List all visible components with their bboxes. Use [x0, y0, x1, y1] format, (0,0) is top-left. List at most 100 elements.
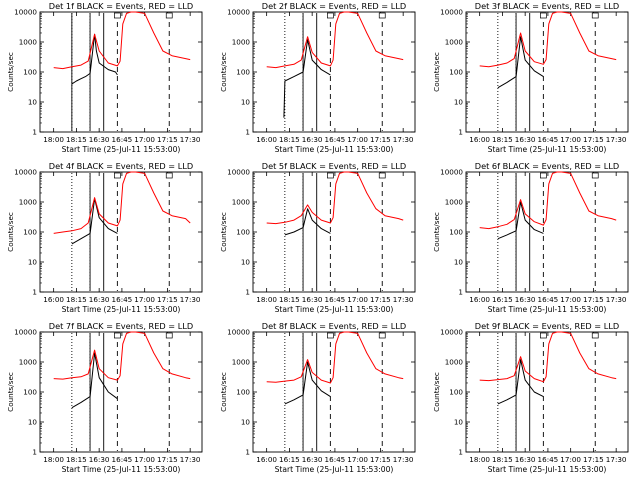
marker-box: [540, 332, 547, 339]
panel-title: Det 2f BLACK = Events, RED = LLD: [262, 1, 406, 11]
lld-series-line: [479, 171, 617, 230]
marker-box: [540, 12, 547, 19]
y-tick-label: 100: [236, 68, 250, 77]
events-series-line: [71, 33, 118, 85]
x-axis-label: Start Time (25-Jul-11 15:53:00): [62, 305, 181, 314]
x-tick-label: 17:00: [560, 455, 581, 464]
x-tick-label: 16:00: [469, 135, 490, 144]
x-tick-label: 16:45: [325, 135, 346, 144]
x-tick-label: 16:45: [325, 455, 346, 464]
y-axis-label: Counts/sec: [432, 52, 441, 92]
x-tick-label: 16:00: [43, 295, 64, 304]
y-tick-label: 10000: [227, 8, 250, 17]
x-tick-label: 16:00: [256, 455, 277, 464]
x-tick-label: 18:15: [66, 135, 87, 144]
marker-box: [591, 332, 599, 339]
y-tick-label: 100: [236, 228, 250, 237]
plot-frame: [465, 171, 629, 293]
marker-box: [378, 332, 386, 339]
detector-panel-3: Det 3f BLACK = Events, RED = LLD 1 10 100 10…: [432, 1, 629, 154]
x-axis-label: Start Time (25-Jul-11 15:53:00): [275, 305, 394, 314]
y-tick-label: 100: [23, 68, 37, 77]
y-tick-label: 1000: [232, 38, 251, 47]
events-series-line: [284, 361, 331, 405]
detector-panel-2: Det 2f BLACK = Events, RED = LLD 1 10 100 10…: [219, 1, 416, 154]
x-tick-label: 17:00: [134, 135, 155, 144]
events-series-line: [71, 352, 118, 409]
marker-box: [378, 12, 386, 19]
plot-frame: [252, 331, 416, 453]
marker-box: [540, 172, 547, 179]
panel-title: Det 6f BLACK = Events, RED = LLD: [475, 161, 619, 171]
panel-title: Det 8f BLACK = Events, RED = LLD: [262, 321, 406, 331]
y-tick-label: 1000: [19, 198, 38, 207]
events-series-line: [284, 208, 331, 236]
x-tick-label: 16:30: [302, 135, 323, 144]
y-tick-label: 10: [28, 98, 38, 107]
y-tick-label: 1: [245, 448, 250, 457]
y-axis-label: Counts/sec: [6, 212, 15, 252]
x-tick-label: 18:15: [279, 295, 300, 304]
x-tick-label: 16:00: [256, 135, 277, 144]
plot-frame: [252, 171, 416, 293]
x-tick-label: 18:00: [469, 455, 490, 464]
plot-frame: [465, 11, 629, 133]
x-tick-label: 16:45: [325, 295, 346, 304]
x-tick-label: 17:30: [180, 135, 201, 144]
y-tick-label: 100: [449, 388, 463, 397]
panel-title: Det 9f BLACK = Events, RED = LLD: [475, 321, 619, 331]
y-tick-label: 1: [32, 448, 37, 457]
y-tick-label: 1: [245, 288, 250, 297]
x-tick-label: 18:15: [492, 455, 513, 464]
y-tick-label: 1: [458, 288, 463, 297]
y-tick-label: 100: [23, 228, 37, 237]
y-tick-label: 1: [458, 128, 463, 137]
x-tick-label: 16:45: [112, 295, 133, 304]
y-tick-label: 10: [454, 98, 464, 107]
lld-series-line: [53, 11, 191, 70]
y-tick-label: 1000: [232, 198, 251, 207]
x-tick-label: 16:30: [89, 135, 110, 144]
detector-panel-7: Det 7f BLACK = Events, RED = LLD 1 10 100 10…: [6, 321, 203, 474]
y-tick-label: 10000: [14, 328, 37, 337]
x-tick-label: 17:00: [347, 135, 368, 144]
marker-box: [114, 172, 121, 179]
x-tick-label: 18:00: [43, 135, 64, 144]
y-tick-label: 100: [236, 388, 250, 397]
y-tick-label: 100: [449, 68, 463, 77]
marker-box: [165, 332, 173, 339]
y-tick-label: 10: [454, 258, 464, 267]
y-tick-label: 10: [241, 418, 251, 427]
lld-series-line: [479, 11, 617, 68]
x-tick-label: 17:15: [370, 455, 391, 464]
panel-title: Det 1f BLACK = Events, RED = LLD: [49, 1, 193, 11]
x-tick-label: 17:00: [347, 455, 368, 464]
x-tick-label: 18:15: [66, 295, 87, 304]
marker-box: [327, 12, 334, 19]
marker-box: [378, 172, 386, 179]
x-tick-label: 18:15: [279, 135, 300, 144]
y-tick-label: 1: [458, 448, 463, 457]
x-tick-label: 17:15: [157, 295, 178, 304]
y-tick-label: 1000: [445, 198, 464, 207]
y-axis-label: Counts/sec: [6, 372, 15, 412]
y-tick-label: 10000: [227, 168, 250, 177]
x-tick-label: 16:30: [515, 135, 536, 144]
y-tick-label: 10000: [227, 328, 250, 337]
x-axis-label: Start Time (25-Jul-11 15:53:00): [62, 145, 181, 154]
x-tick-label: 16:30: [302, 455, 323, 464]
x-tick-label: 17:30: [393, 295, 414, 304]
x-tick-label: 17:00: [560, 135, 581, 144]
lld-series-line: [266, 331, 404, 384]
x-tick-label: 18:00: [256, 295, 277, 304]
x-tick-label: 17:30: [606, 455, 627, 464]
marker-box: [114, 332, 121, 339]
x-tick-label: 16:15: [492, 295, 513, 304]
x-tick-label: 16:45: [538, 295, 559, 304]
detector-panel-1: Det 1f BLACK = Events, RED = LLD 1 10 100 10…: [6, 1, 203, 154]
events-series-line: [71, 198, 118, 245]
x-tick-label: 17:30: [180, 295, 201, 304]
y-tick-label: 10000: [14, 168, 37, 177]
marker-box: [327, 332, 334, 339]
lld-series-line: [53, 331, 191, 381]
